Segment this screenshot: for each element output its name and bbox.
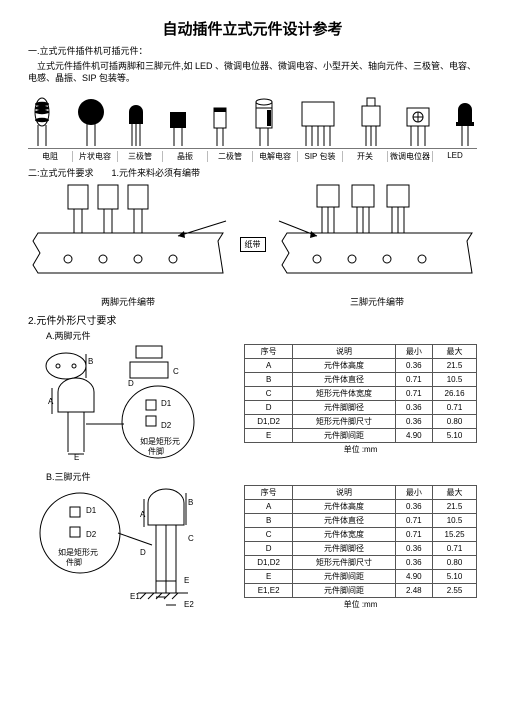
- svg-text:A: A: [140, 510, 146, 519]
- thA-0: 序号: [245, 345, 293, 359]
- page-title: 自动插件立式元件设计参考: [28, 18, 477, 39]
- comp-diode: [209, 98, 231, 146]
- comp-sip: [298, 96, 338, 146]
- comp-trimmer: [403, 96, 433, 146]
- comp-resistor: [28, 96, 56, 146]
- intro-head: 一.立式元件插件机可插元件：: [28, 45, 477, 57]
- component-labels: 电阻 片状电容 三极管 晶振 二极管 电解电容 SIP 包装 开关 微调电位器 …: [28, 148, 477, 162]
- comp-led: [453, 96, 477, 146]
- svg-text:C: C: [173, 367, 179, 376]
- sec-2-B: B.三脚元件: [28, 470, 477, 483]
- comp-crystal: [167, 98, 189, 146]
- tape-3pin-svg: [277, 181, 477, 291]
- svg-text:D2: D2: [161, 421, 172, 430]
- label-crystal: 晶振: [162, 151, 207, 162]
- label-diode: 二极管: [207, 151, 252, 162]
- label-led: LED: [432, 151, 477, 162]
- comp-ecap: [250, 96, 278, 146]
- tape-2pin-svg: [28, 181, 228, 291]
- two-pin-row: 矩形元件体 B C D A E D1 D2 如是矩形: [28, 344, 477, 466]
- svg-text:C: C: [188, 534, 194, 543]
- three-pin-row: D1 D2 如是矩形元 件脚 B A C D E E1 E2: [28, 485, 477, 617]
- two-pin-figure: 矩形元件体 B C D A E D1 D2 如是矩形: [28, 344, 238, 464]
- svg-text:件脚: 件脚: [148, 446, 164, 456]
- tape-diagrams: 两脚元件编带 纸带 三脚元件编带: [28, 181, 477, 308]
- sec-2-item2: 2.元件外形尺寸要求: [28, 312, 477, 327]
- tape-caption-right: 三脚元件编带: [277, 295, 477, 308]
- components-row: 电阻 片状电容 三极管 晶振 二极管 电解电容 SIP 包装 开关 微调电位器 …: [28, 88, 477, 162]
- label-ecap: 电解电容: [252, 151, 297, 162]
- svg-text:D2: D2: [86, 530, 97, 539]
- three-pin-figure: D1 D2 如是矩形元 件脚 B A C D E E1 E2: [28, 485, 238, 615]
- svg-text:矩形元件体: 矩形元件体: [126, 344, 166, 345]
- unit-A: 单位 :mm: [244, 444, 477, 455]
- section-2-head: 二:立式元件要求1.元件来料必须有编带: [28, 166, 477, 179]
- svg-text:件脚: 件脚: [66, 557, 82, 567]
- table-three-pin: 序号 说明 最小 最大 A元件体高度0.3621.5 B元件体直径0.7110.…: [244, 485, 477, 598]
- svg-text:D1: D1: [161, 399, 172, 408]
- sec-2-A: A.两脚元件: [28, 329, 477, 342]
- label-trimmer: 微调电位器: [387, 151, 432, 162]
- comp-disc-cap: [76, 96, 106, 146]
- thA-2: 最小: [395, 345, 432, 359]
- label-switch: 开关: [342, 151, 387, 162]
- svg-text:D1: D1: [86, 506, 97, 515]
- svg-text:E: E: [184, 576, 189, 585]
- svg-text:D: D: [140, 548, 146, 557]
- tape-mid-label: 纸带: [240, 237, 266, 252]
- thA-1: 说明: [293, 345, 395, 359]
- label-disc-cap: 片状电容: [72, 151, 117, 162]
- svg-text:如是矩形元: 如是矩形元: [140, 436, 180, 446]
- comp-transistor: [125, 96, 147, 146]
- comp-switch: [358, 96, 384, 146]
- tape-caption-left: 两脚元件编带: [28, 295, 228, 308]
- label-sip: SIP 包装: [297, 151, 342, 162]
- svg-text:D: D: [128, 379, 134, 388]
- label-resistor: 电阻: [28, 151, 72, 162]
- svg-text:A: A: [48, 397, 54, 406]
- intro-body: 立式元件插件机可插两脚和三脚元件,如 LED 、微调电位器、微调电容、小型开关、…: [28, 60, 477, 84]
- unit-B: 单位 :mm: [244, 599, 477, 610]
- svg-text:E2: E2: [184, 600, 194, 609]
- thA-3: 最大: [433, 345, 477, 359]
- svg-text:如是矩形元: 如是矩形元: [58, 547, 98, 557]
- table-two-pin: 序号 说明 最小 最大 A元件体高度0.3621.5 B元件体直径0.7110.…: [244, 344, 477, 443]
- svg-text:B: B: [88, 357, 93, 366]
- label-transistor: 三极管: [117, 151, 162, 162]
- svg-text:B: B: [188, 498, 193, 507]
